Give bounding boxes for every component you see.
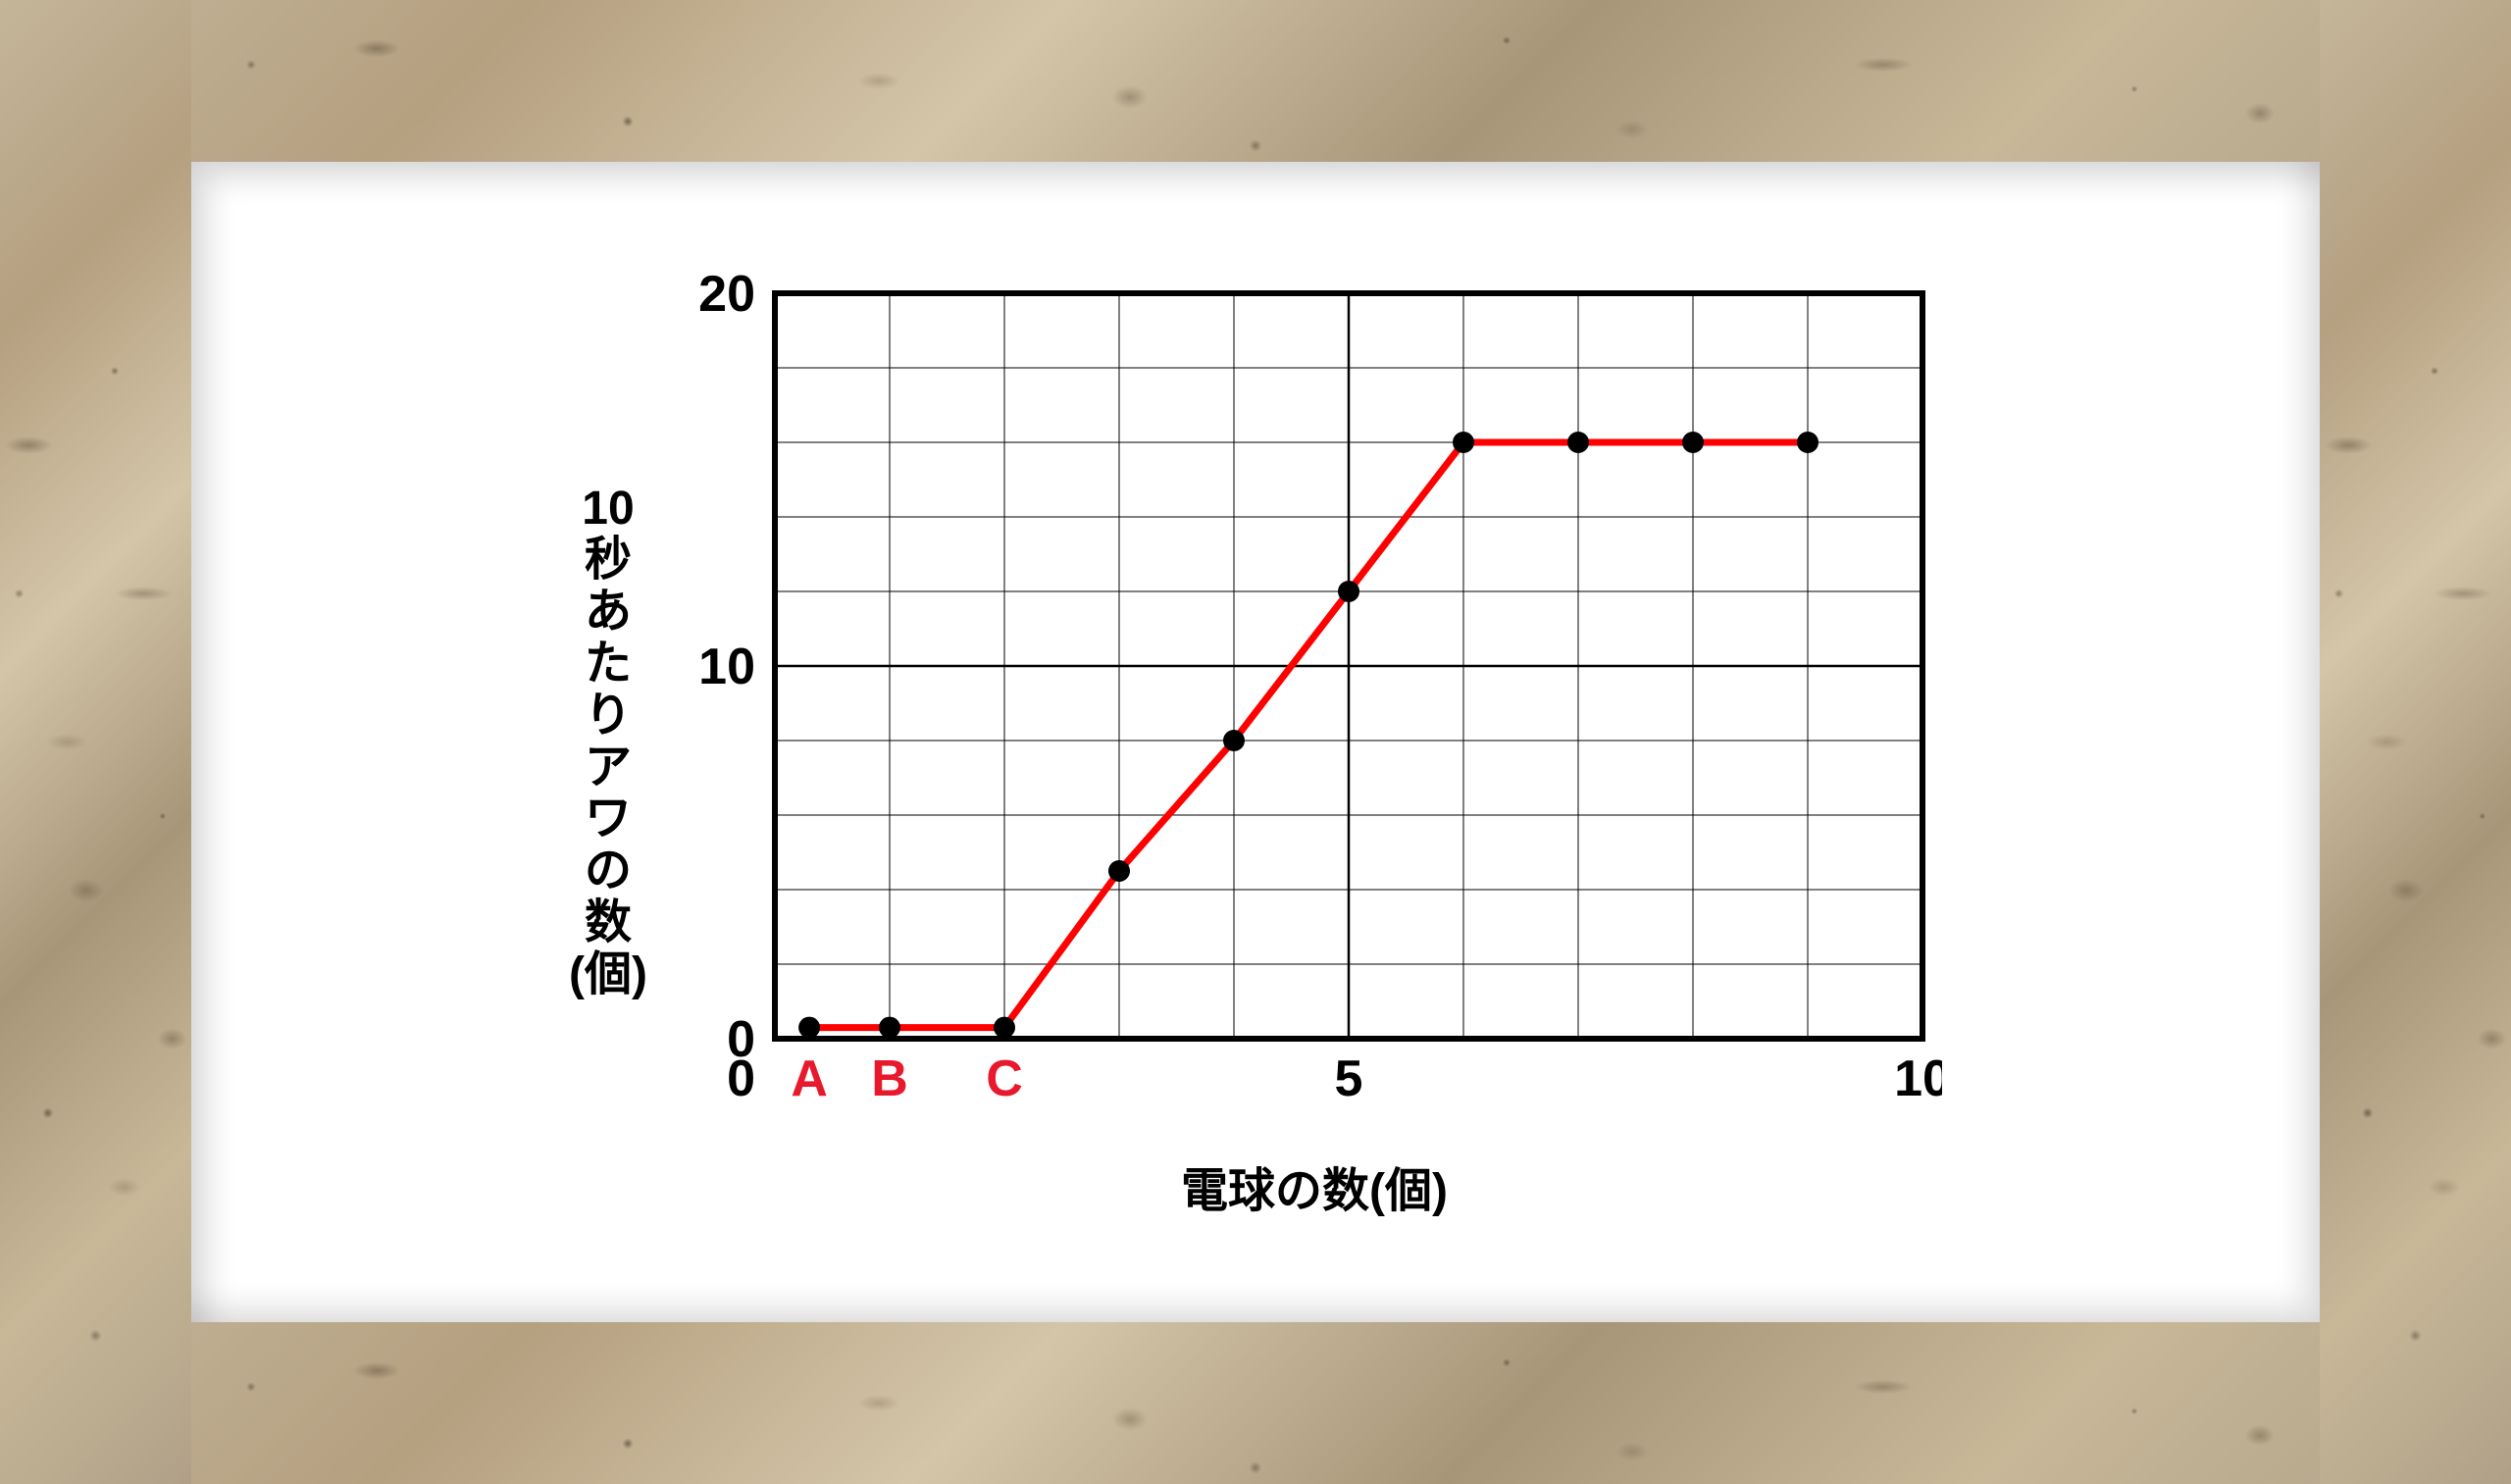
data-point (798, 1017, 820, 1039)
data-point (994, 1017, 1015, 1039)
data-point (1223, 730, 1245, 751)
chart-right: 010205100ABC 電球の数(個) (687, 264, 1942, 1220)
x-axis-label: 電球の数(個) (687, 1151, 1942, 1220)
y-axis-label: 10秒あたりアワの数(個) (569, 484, 647, 1001)
frame-bottom (0, 1322, 2511, 1484)
x-letter-label-c: C (986, 1050, 1023, 1107)
x-tick-label: 10 (1894, 1050, 1942, 1107)
frame-left (0, 0, 191, 1484)
chart-line (809, 442, 1808, 1028)
data-point (1682, 432, 1704, 453)
origin-label: 0 (727, 1050, 755, 1107)
x-tick-label: 5 (1335, 1050, 1363, 1107)
line-chart: 010205100ABC (687, 264, 1942, 1117)
data-point (879, 1017, 900, 1039)
x-letter-label-b: B (871, 1050, 908, 1107)
y-tick-label: 10 (698, 639, 755, 695)
frame-right (2320, 0, 2511, 1484)
data-point (1567, 432, 1589, 453)
y-tick-label: 20 (698, 266, 755, 323)
x-letter-label-a: A (791, 1050, 828, 1107)
chart-container: 10秒あたりアワの数(個) 010205100ABC 電球の数(個) (569, 264, 1942, 1220)
data-point (1797, 432, 1819, 453)
data-point (1338, 581, 1359, 602)
content-area: 10秒あたりアワの数(個) 010205100ABC 電球の数(個) (191, 162, 2320, 1322)
data-point (1453, 432, 1474, 453)
data-point (1108, 860, 1130, 882)
frame-top (0, 0, 2511, 162)
